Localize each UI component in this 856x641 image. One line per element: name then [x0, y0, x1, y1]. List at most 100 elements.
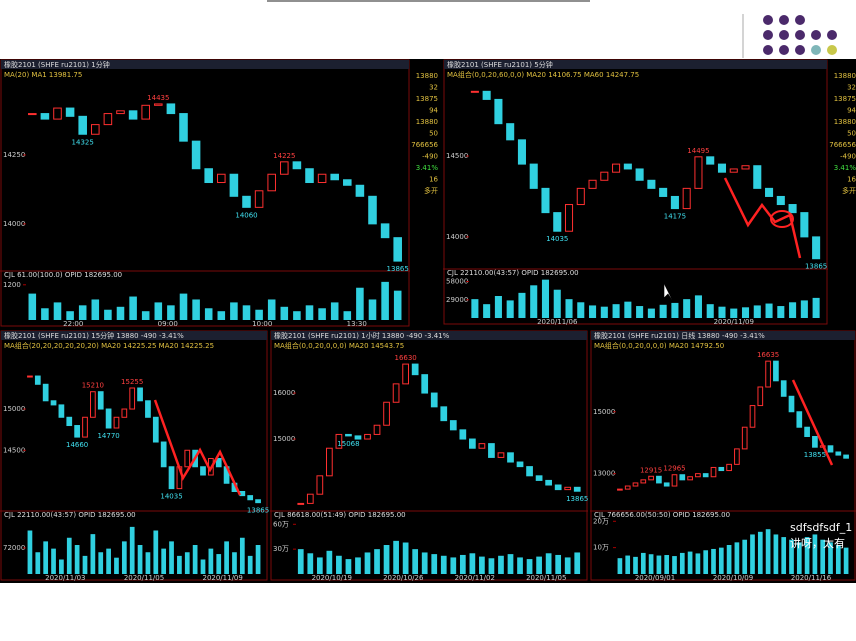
volume-bar [153, 530, 159, 574]
candle [292, 161, 302, 170]
candle [316, 475, 324, 495]
volume-bar [574, 552, 581, 574]
volume-bar [648, 554, 654, 574]
x-tick-label: 10:00 [252, 320, 272, 328]
volume-bar [355, 557, 361, 574]
price-annotation: 13865 [247, 507, 269, 515]
candle [632, 482, 639, 487]
quote-field: 16 [847, 176, 856, 184]
volume-tick-label: 72000 [3, 544, 25, 552]
volume-bar [104, 309, 112, 320]
candle [383, 401, 390, 426]
overlay-comment: sdfsdfsdf_1 [790, 521, 852, 534]
candle [526, 466, 533, 477]
volume-bar [154, 302, 163, 320]
candle [541, 187, 550, 214]
candle [380, 223, 390, 239]
candle [58, 404, 65, 418]
price-annotation: 12915 [640, 466, 662, 474]
volume-bar [336, 555, 342, 574]
volume-bar [374, 549, 380, 574]
volume-bar [98, 552, 104, 574]
candle [573, 486, 581, 492]
volume-label: CJL 22110.00(43:57) OPID 182695.00 [4, 511, 136, 519]
candle [74, 425, 80, 438]
volume-bar [255, 545, 261, 574]
volume-bar [812, 297, 820, 318]
candle [184, 449, 191, 468]
volume-bar [326, 550, 333, 574]
volume-tick-label: 1200 [3, 281, 21, 289]
x-tick-label: 22:00 [63, 320, 83, 328]
candle [545, 479, 552, 486]
candle [695, 473, 701, 478]
candle [152, 416, 159, 443]
candle [765, 187, 774, 197]
candle [554, 484, 562, 491]
volume-bar [820, 539, 826, 574]
volume-bar [750, 534, 755, 574]
candle [459, 429, 467, 440]
volume-bar [78, 305, 87, 320]
quote-field: 13880 [416, 72, 438, 80]
candle [635, 168, 644, 181]
quote-field: 13880 [834, 72, 856, 80]
price-annotation: 14225 [273, 152, 295, 160]
volume-bar [498, 555, 504, 574]
candle [34, 375, 41, 385]
volume-tick-label: 29000 [446, 296, 468, 304]
price-annotation: 14770 [97, 432, 119, 440]
volume-bar [843, 547, 849, 574]
volume-bar [633, 556, 638, 574]
volume-bar [383, 545, 390, 574]
volume-tick-label: 60万 [273, 520, 289, 528]
price-annotation: 15068 [337, 440, 359, 448]
volume-bar [706, 304, 714, 318]
candle [647, 179, 656, 189]
price-annotation: 14175 [664, 213, 686, 221]
volume-bar [247, 555, 253, 574]
quote-field: 13875 [416, 95, 438, 103]
volume-bar [541, 279, 550, 318]
volume-bar [43, 541, 49, 574]
volume-bar [506, 300, 514, 318]
volume-bar [129, 526, 135, 574]
candle [217, 173, 226, 184]
panel-title: 橡胶2101 (SHFE ru2101) 1小时 13880 -490 -3.4… [274, 331, 450, 340]
volume-bar [216, 554, 222, 574]
candle [535, 475, 543, 481]
candle [640, 479, 647, 484]
volume-bar [440, 555, 447, 574]
candle [411, 363, 419, 376]
volume-bar [781, 537, 787, 574]
volume-bar [742, 539, 748, 574]
volume-bar [757, 531, 763, 574]
volume-bar [789, 302, 797, 318]
candle [28, 113, 37, 116]
candle [160, 441, 167, 468]
candle [469, 438, 476, 449]
x-tick-label: 2020/11/02 [455, 574, 495, 582]
volume-bar [828, 542, 833, 574]
volume-bar [192, 545, 198, 574]
volume-bar [518, 292, 526, 318]
x-tick-label: 2020/11/09 [202, 574, 242, 582]
candle [392, 383, 400, 403]
volume-bar [672, 556, 677, 574]
quote-field: 32 [429, 84, 438, 92]
volume-bar [145, 552, 151, 574]
volume-tick-label: 10万 [593, 544, 609, 552]
volume-bar [687, 551, 693, 574]
candle [247, 495, 254, 501]
candle [368, 195, 377, 225]
candle [305, 168, 314, 184]
quote-field: 13880 [416, 118, 438, 126]
y-tick-label: 16000 [273, 389, 295, 397]
volume-bar [765, 529, 771, 574]
volume-bar [66, 537, 72, 574]
candle [494, 98, 503, 125]
price-annotation: 13865 [566, 495, 588, 503]
candle [470, 90, 479, 93]
candle [517, 139, 526, 165]
candle [702, 473, 709, 478]
